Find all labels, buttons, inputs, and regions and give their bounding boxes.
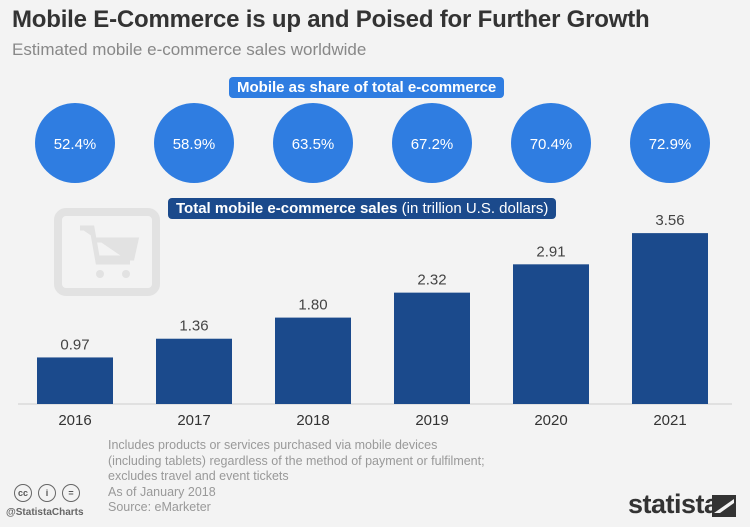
bar [394, 292, 470, 404]
statista-logo-icon [712, 495, 736, 517]
note-date: As of January 2018 [108, 484, 216, 499]
share-value: 67.2% [411, 136, 454, 153]
attribution-icon: i [38, 484, 56, 502]
bar [513, 264, 589, 404]
share-circle [273, 103, 353, 183]
note-line: excludes travel and event tickets [108, 469, 289, 483]
statista-logo[interactable]: statista [628, 489, 719, 519]
share-circle [154, 103, 234, 183]
chart-title: Mobile E-Commerce is up and Poised for F… [12, 6, 650, 33]
bar-value-label: 2.91 [536, 243, 565, 260]
bar [37, 357, 113, 404]
share-value: 58.9% [173, 136, 216, 153]
no-derivatives-icon: = [62, 484, 80, 502]
cc-icon: cc [14, 484, 32, 502]
note-source: Source: eMarketer [108, 500, 211, 514]
bar-value-label: 1.80 [298, 297, 327, 314]
bar [632, 233, 708, 404]
share-circle [392, 103, 472, 183]
bar [275, 317, 351, 404]
x-tick-label: 2020 [534, 412, 567, 429]
share-value: 63.5% [292, 136, 335, 153]
x-tick-label: 2016 [58, 412, 91, 429]
sales-label-unit: (in trillion U.S. dollars) [401, 200, 549, 217]
share-value: 72.9% [649, 136, 692, 153]
bar-value-label: 1.36 [179, 318, 208, 335]
share-circle [630, 103, 710, 183]
share-circle [511, 103, 591, 183]
note-line: (including tablets) regardless of the me… [108, 453, 485, 468]
footer-notes: Includes products or services purchased … [108, 438, 485, 516]
note-line: Includes products or services purchased … [108, 438, 438, 452]
license-icons[interactable]: cc i = [14, 484, 80, 502]
share-value: 70.4% [530, 136, 573, 153]
share-circle [35, 103, 115, 183]
chart-subtitle: Estimated mobile e-commerce sales worldw… [12, 40, 367, 59]
x-tick-label: 2018 [296, 412, 329, 429]
share-value: 52.4% [54, 136, 97, 153]
bar [156, 338, 232, 404]
sales-label: Total mobile e-commerce sales (in trilli… [168, 198, 557, 219]
cart-monitor-icon [54, 208, 160, 296]
x-tick-label: 2017 [177, 412, 210, 429]
twitter-handle[interactable]: @StatistaCharts [6, 507, 84, 518]
x-tick-label: 2021 [653, 412, 686, 429]
bar-value-label: 3.56 [655, 212, 684, 229]
share-label: Mobile as share of total e-commerce [229, 77, 505, 98]
sales-label-bold: Total mobile e-commerce sales [176, 200, 398, 217]
bar-value-label: 2.32 [417, 272, 446, 289]
bar-value-label: 0.97 [60, 336, 89, 353]
x-tick-label: 2019 [415, 412, 448, 429]
